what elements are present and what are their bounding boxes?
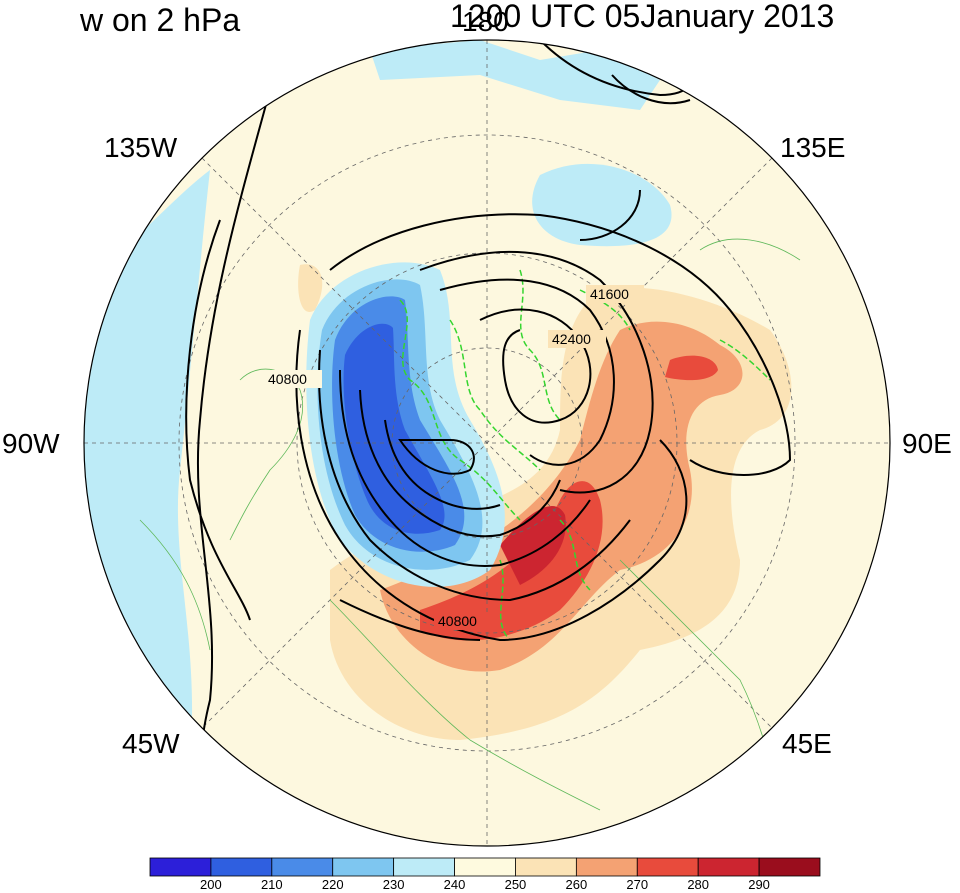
contour-label-40800-south: 40800 <box>438 613 477 629</box>
colorbar-tick-label: 250 <box>504 877 527 892</box>
plot-timestamp: 1200 UTC 05January 2013 <box>450 0 835 34</box>
colorbar-tick-label: 220 <box>321 877 344 892</box>
lon-label-upper-left: 135W <box>104 132 178 163</box>
colorbar-swatch <box>149 857 212 877</box>
colorbar-tick-label: 270 <box>626 877 649 892</box>
coastlines <box>139 238 801 811</box>
colorbar-tick-label: 240 <box>443 877 466 892</box>
colorbar-swatch <box>697 857 760 877</box>
colorbar-swatch <box>271 857 334 877</box>
plot-title: w on 2 hPa <box>80 2 241 38</box>
contour-label-40800-west: 40800 <box>268 371 307 387</box>
cold-vortex-core <box>343 323 445 534</box>
colorbar-swatch <box>575 857 638 877</box>
contour-label-41600: 41600 <box>590 286 629 302</box>
warm-patch-west <box>298 264 323 312</box>
lon-label-left: 90W <box>2 428 60 459</box>
contour-label-42400: 42400 <box>552 331 591 347</box>
colorbar-tick-label: 280 <box>687 877 710 892</box>
lon-label-top: 180 <box>462 6 509 37</box>
colorbar-tick-label: 210 <box>260 877 283 892</box>
contour-label-bg-3 <box>264 370 322 388</box>
lon-grid <box>84 40 890 846</box>
colorbar-swatch <box>393 857 455 877</box>
colorbar-tick-label: 290 <box>748 877 770 892</box>
colorbar-tick-label: 260 <box>565 877 588 892</box>
cold-region-pacific <box>532 163 672 247</box>
colorbar-swatch <box>636 857 699 877</box>
warm-core-dark <box>500 506 566 585</box>
lon-label-upper-right: 135E <box>780 132 846 163</box>
colorbar-swatch <box>758 857 821 877</box>
colorbar-swatch <box>515 857 577 877</box>
green-dashed-contours <box>399 269 771 641</box>
lon-label-lower-right: 45E <box>782 728 832 759</box>
map-border <box>83 39 891 847</box>
colorbar-swatch <box>332 857 395 877</box>
contour-label-bg-2 <box>548 330 606 348</box>
colorbar-swatch <box>454 857 516 877</box>
contour-label-bg-1 <box>586 285 644 303</box>
cold-region-north <box>370 40 660 110</box>
contour-label-bg-4 <box>434 612 492 630</box>
lon-label-right: 90E <box>902 428 952 459</box>
colorbar-swatch <box>210 857 273 877</box>
warm-patch-east <box>665 355 718 381</box>
colorbar-tick-label: 230 <box>382 877 405 892</box>
colorbar <box>149 857 821 877</box>
colorbar-tick-label: 200 <box>200 877 222 892</box>
lon-label-lower-left: 45W <box>122 728 180 759</box>
